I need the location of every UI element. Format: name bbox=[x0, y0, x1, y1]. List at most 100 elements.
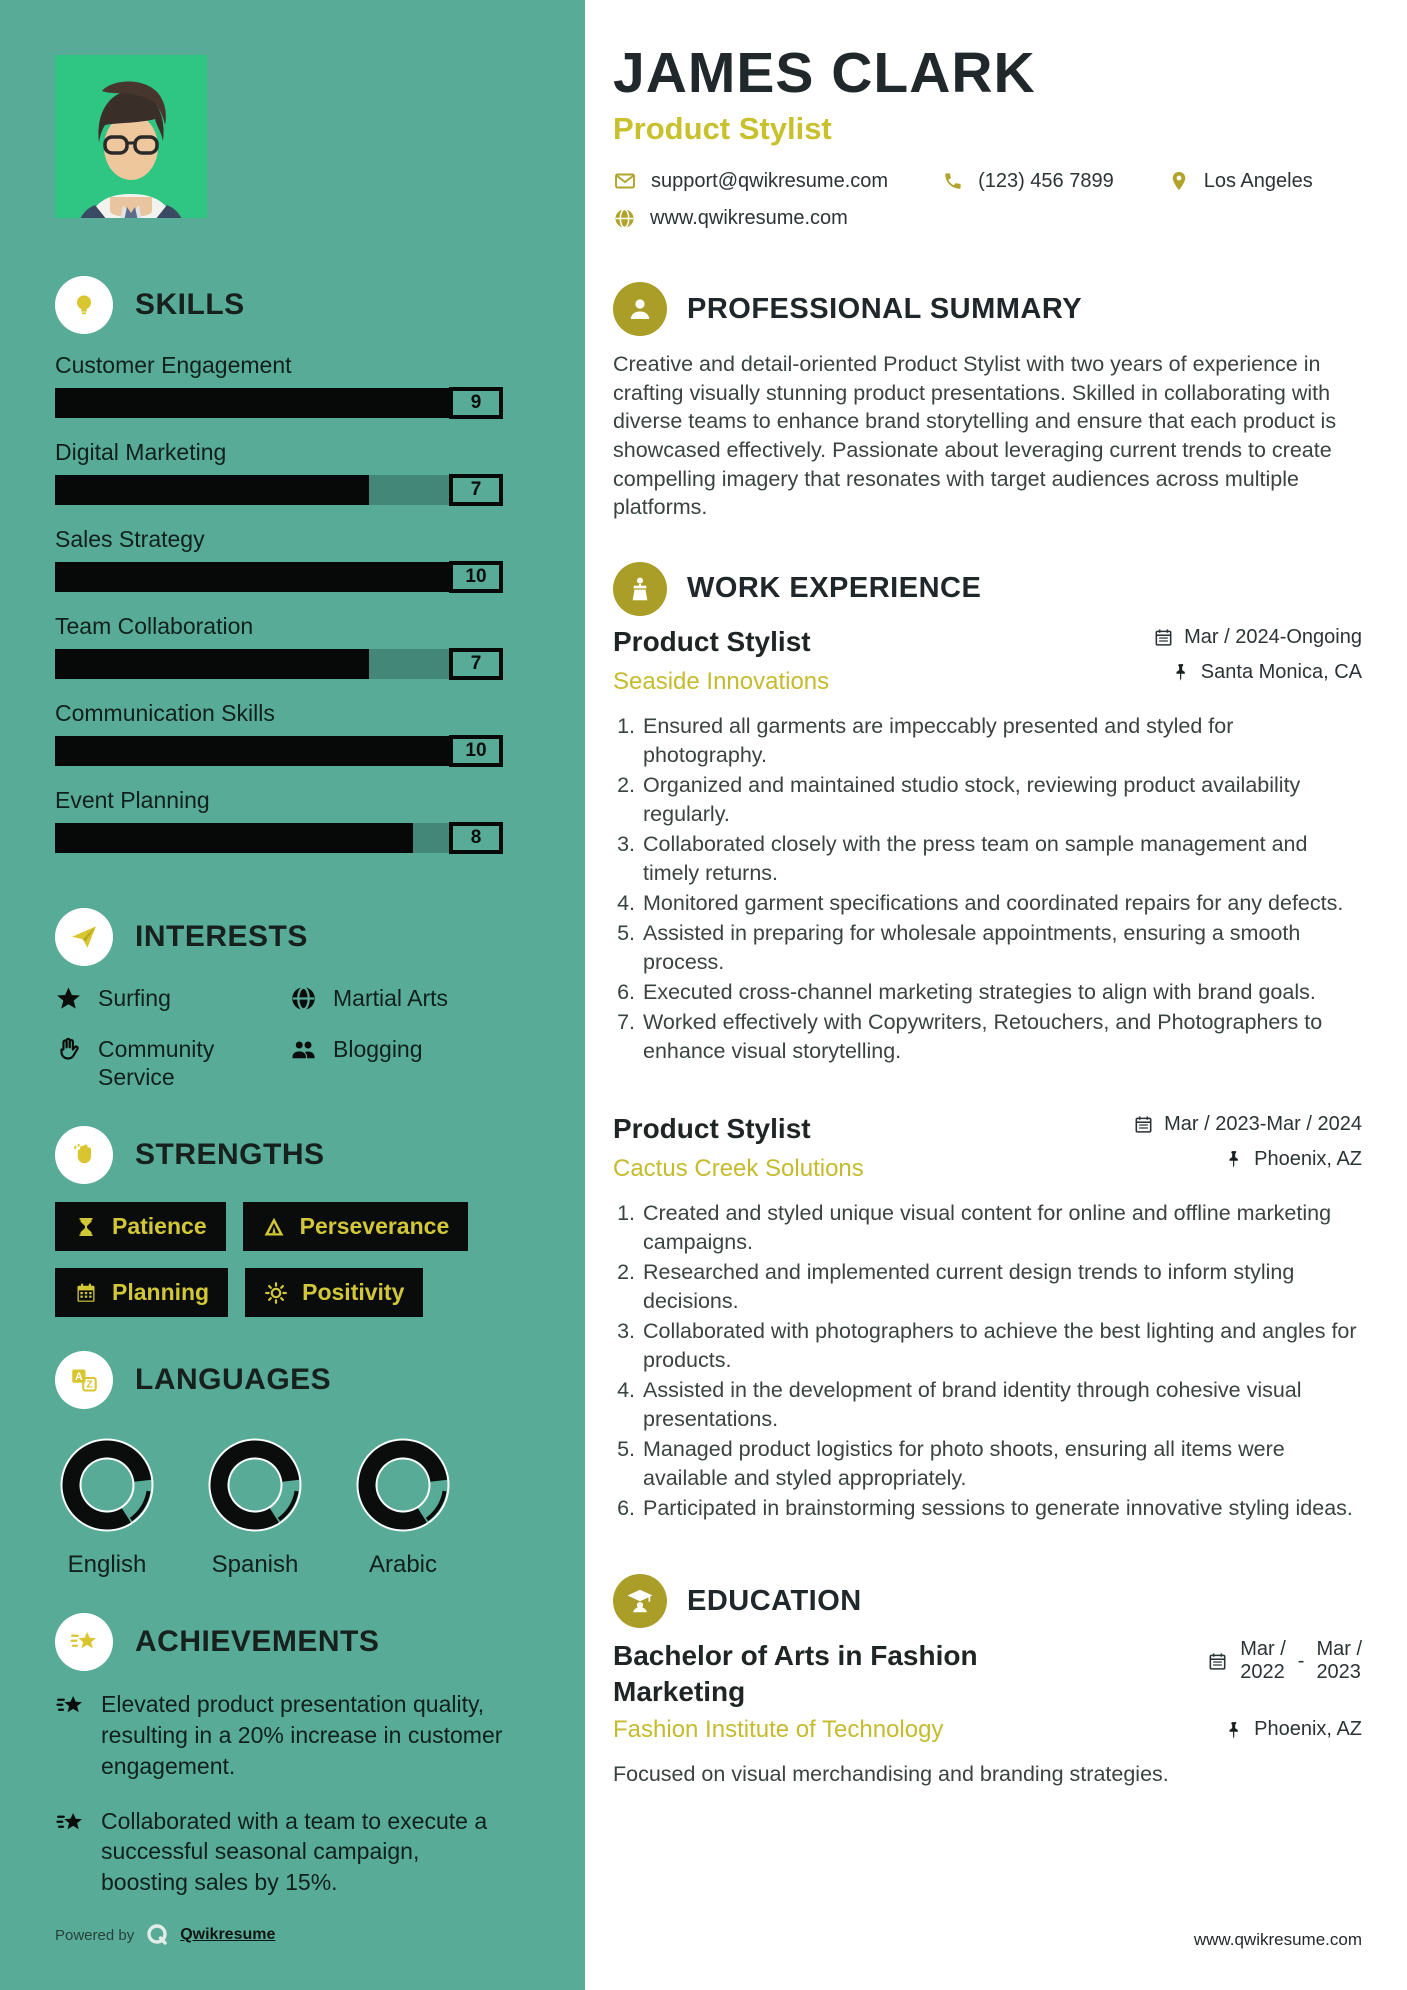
skill-label: Sales Strategy bbox=[55, 525, 205, 552]
job-bullet: Ensured all garments are impeccably pres… bbox=[641, 712, 1362, 770]
phone-icon bbox=[942, 170, 964, 192]
education-description: Focused on visual merchandising and bran… bbox=[613, 1761, 1169, 1786]
achievements-list: Elevated product presentation quality, r… bbox=[55, 1689, 503, 1922]
skill-bar-fill bbox=[55, 474, 369, 505]
skill-bar: 7 bbox=[55, 647, 503, 680]
skills-list: Customer Engagement 9 Digital Marketing … bbox=[55, 352, 503, 874]
lightbulb-icon bbox=[55, 275, 113, 334]
users-icon bbox=[292, 1041, 315, 1058]
experience-section-header: WORK EXPERIENCE bbox=[613, 561, 1362, 616]
skill-bar: 7 bbox=[55, 473, 503, 506]
skill-score-badge: 7 bbox=[449, 647, 503, 680]
main-column: JAMES CLARK Product Stylist support@qwik… bbox=[585, 0, 1407, 1990]
job-dates-text: Mar / 2024-Ongoing bbox=[1184, 625, 1362, 648]
job-bullet: Assisted in preparing for wholesale appo… bbox=[641, 919, 1362, 977]
job-location: Phoenix, AZ bbox=[1133, 1148, 1362, 1171]
skill-score-badge: 8 bbox=[449, 821, 503, 854]
language-donut bbox=[60, 1438, 154, 1532]
job-bullet: Collaborated with photographers to achie… bbox=[641, 1317, 1362, 1375]
job-company[interactable]: Seaside Innovations bbox=[613, 667, 830, 695]
job-bullet: Worked effectively with Copywriters, Ret… bbox=[641, 1008, 1362, 1066]
job-location-text: Santa Monica, CA bbox=[1200, 660, 1362, 683]
calendar-icon bbox=[1153, 627, 1174, 648]
education-dates: Mar /2022 - Mar /2023 bbox=[1207, 1638, 1362, 1684]
job-location: Santa Monica, CA bbox=[1153, 661, 1362, 684]
contact-row-1: support@qwikresume.com (123) 456 7899 Lo… bbox=[613, 169, 1362, 193]
strength-badge: Planning bbox=[55, 1268, 229, 1318]
skill-bar: 10 bbox=[55, 734, 503, 767]
pushpin-icon bbox=[1224, 1149, 1244, 1169]
website-globe-icon bbox=[613, 207, 636, 230]
job-role: Product Stylist bbox=[613, 625, 811, 657]
job-bullet: Participated in brainstorming sessions t… bbox=[641, 1494, 1362, 1523]
email-value[interactable]: support@qwikresume.com bbox=[651, 169, 889, 192]
education-title: EDUCATION bbox=[687, 1584, 862, 1617]
page-footer-website[interactable]: www.qwikresume.com bbox=[1193, 1930, 1362, 1949]
achievements-title: ACHIEVEMENTS bbox=[135, 1625, 380, 1659]
job-dates: Mar / 2023-Mar / 2024 bbox=[1133, 1113, 1362, 1136]
shooting-star-icon bbox=[55, 1808, 85, 1898]
skill-bar-fill bbox=[55, 387, 459, 418]
svg-text:A: A bbox=[75, 1371, 83, 1383]
interest-label: Community Service bbox=[98, 1035, 215, 1091]
star-icon bbox=[57, 987, 80, 1009]
globe-icon bbox=[292, 986, 315, 1011]
skill-score-badge: 10 bbox=[449, 560, 503, 593]
interest-item: Blogging bbox=[290, 1035, 503, 1093]
hourglass-icon bbox=[79, 1217, 93, 1236]
strengths-list: Patience Perseverance bbox=[55, 1202, 503, 1318]
job-dates: Mar / 2024-Ongoing bbox=[1153, 626, 1362, 649]
website-value[interactable]: www.qwikresume.com bbox=[650, 207, 848, 230]
achievement-text: Elevated product presentation quality, r… bbox=[101, 1691, 503, 1779]
pushpin-icon bbox=[1171, 662, 1191, 682]
candidate-title: Product Stylist bbox=[613, 111, 832, 147]
skill-label: Communication Skills bbox=[55, 699, 275, 726]
interests-section-header: INTERESTS bbox=[55, 907, 503, 966]
job-role: Product Stylist bbox=[613, 1112, 811, 1144]
job-bullet: Created and styled unique visual content… bbox=[641, 1199, 1362, 1257]
skill-label: Event Planning bbox=[55, 786, 210, 813]
strength-label: Patience bbox=[112, 1213, 207, 1240]
interest-label: Surfing bbox=[98, 984, 171, 1011]
job-entry: Product Stylist Cactus Creek Solutions M… bbox=[613, 1113, 1362, 1524]
languages-title: LANGUAGES bbox=[135, 1363, 332, 1397]
strength-label: Positivity bbox=[302, 1279, 405, 1306]
skill-item: Sales Strategy 10 bbox=[55, 525, 503, 593]
phone-value[interactable]: (123) 456 7899 bbox=[978, 169, 1114, 192]
interests-list: Surfing Martial Arts bbox=[55, 984, 503, 1092]
skill-score-badge: 7 bbox=[449, 473, 503, 506]
powered-by-label: Powered by bbox=[55, 1926, 135, 1944]
calendar-icon bbox=[77, 1283, 95, 1302]
road-sign-icon bbox=[264, 1217, 284, 1236]
job-entry: Product Stylist Seaside Innovations Mar … bbox=[613, 626, 1362, 1067]
languages-list: English Spanish bbox=[55, 1433, 503, 1579]
skill-bar: 8 bbox=[55, 821, 503, 854]
language-item: English bbox=[55, 1433, 159, 1579]
achievement-item: Collaborated with a team to execute a su… bbox=[55, 1806, 503, 1898]
achievements-section-header: ACHIEVEMENTS bbox=[55, 1613, 503, 1672]
summary-text: Creative and detail-oriented Product Sty… bbox=[613, 352, 1337, 520]
interests-title: INTERESTS bbox=[135, 919, 308, 953]
skill-item: Communication Skills 10 bbox=[55, 699, 503, 767]
sun-icon bbox=[265, 1281, 288, 1304]
interest-item: Surfing bbox=[55, 984, 280, 1013]
skill-bar-fill bbox=[55, 735, 503, 766]
language-donut bbox=[208, 1438, 302, 1532]
strengths-section-header: STRENGTHS bbox=[55, 1126, 503, 1185]
email-icon bbox=[613, 169, 637, 193]
job-company[interactable]: Cactus Creek Solutions bbox=[613, 1154, 864, 1182]
strength-badge: Perseverance bbox=[242, 1202, 469, 1252]
education-location: Phoenix, AZ bbox=[1224, 1718, 1362, 1741]
job-bullet: Collaborated closely with the press team… bbox=[641, 830, 1362, 888]
skill-label: Team Collaboration bbox=[55, 612, 254, 639]
education-degree: Bachelor of Arts in Fashion Marketing bbox=[613, 1640, 978, 1707]
job-bullet: Organized and maintained studio stock, r… bbox=[641, 771, 1362, 829]
education-school[interactable]: Fashion Institute of Technology bbox=[613, 1715, 944, 1743]
language-label: Spanish bbox=[211, 1551, 299, 1579]
qwikresume-logo-icon bbox=[144, 1922, 170, 1948]
skill-item: Team Collaboration 7 bbox=[55, 612, 503, 680]
qwikresume-link[interactable]: Qwikresume bbox=[180, 1926, 276, 1943]
skill-bar-fill bbox=[55, 561, 503, 592]
